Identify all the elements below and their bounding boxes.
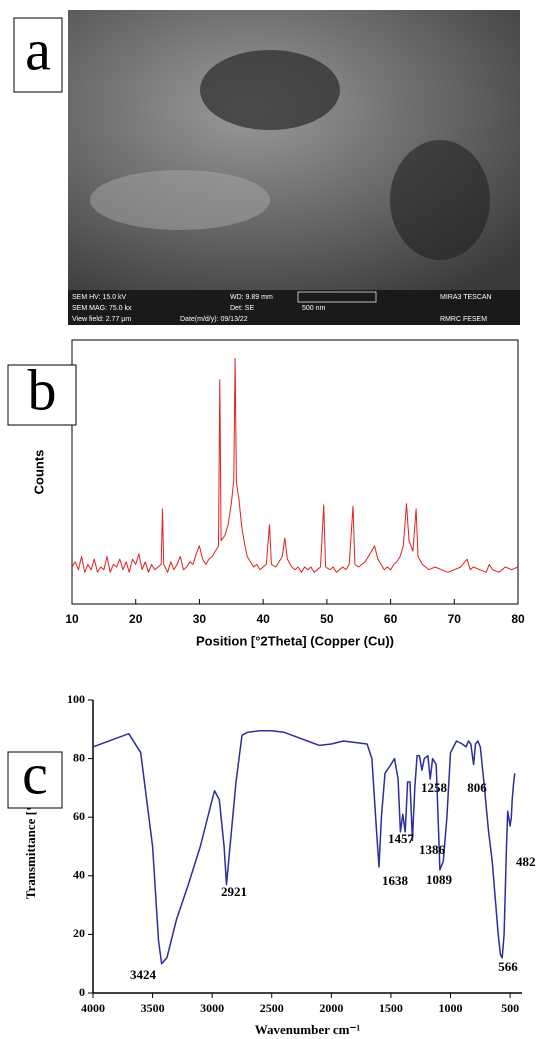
y-tick-label: 100 [67,692,85,706]
data-line [71,358,519,573]
panel-label: c [22,741,48,806]
panel-label-box [13,17,63,93]
panel-label-box [7,364,77,426]
panel-label: a [25,17,51,82]
x-tick-label: 3500 [141,1001,165,1015]
x-tick-label: 1500 [379,1001,403,1015]
x-tick-label: 60 [384,612,398,626]
x-tick-label: 20 [129,612,143,626]
panel-label-box [7,751,63,809]
peak-label: 1258 [421,780,448,795]
peak-label: 482 [516,854,536,869]
y-axis-label: Transmittance [%] [23,794,38,900]
peak-label: 1089 [426,872,453,887]
sem-info: MIRA3 TESCAN [440,294,492,301]
y-tick-label: 80 [73,750,85,764]
sem-pore [200,50,340,130]
x-tick-label: 2000 [319,1001,343,1015]
sem-info: View field: 2.77 μm [72,316,131,323]
x-tick-label: 10 [65,612,79,626]
x-tick-label: 50 [320,612,334,626]
sem-info: Date(m/d/y): 09/13/22 [180,316,248,323]
x-tick-label: 500 [501,1001,519,1015]
y-tick-label: 60 [73,809,85,823]
x-tick-label: 30 [193,612,207,626]
peak-label: 566 [498,959,518,974]
sem-info: SEM HV: 15.0 kV [72,294,127,301]
x-tick-label: 1000 [439,1001,463,1015]
scale-bar [297,291,377,303]
x-tick-label: 70 [448,612,462,626]
sem-panel: a [13,10,520,325]
y-tick-label: 0 [79,985,85,999]
plot-frame [71,339,519,605]
data-line [92,730,516,965]
peak-label: 806 [467,780,487,795]
y-tick-label: 20 [73,926,85,940]
sem-info: Det: SE [230,305,254,312]
y-tick-label: 40 [73,868,85,882]
peak-label: 1386 [419,842,446,857]
x-tick-label: 40 [256,612,270,626]
sem-info: WD: 9.89 mm [230,294,273,301]
x-tick-label: 4000 [81,1001,105,1015]
sem-pore [390,140,490,260]
sem-info: 500 nm [302,305,326,312]
x-axis-label: Position [°2Theta] (Copper (Cu)) [196,633,394,648]
x-tick-label: 3000 [200,1001,224,1015]
x-tick-label: 80 [511,612,525,626]
y-axis-label: Counts [31,450,46,495]
sem-info: RMRC FESEM [440,316,487,323]
sem-info-bar [68,290,520,325]
sem-info: SEM MAG: 75.0 kx [72,305,132,312]
x-tick-label: 2500 [260,1001,284,1015]
peak-label: 1638 [382,873,409,888]
peak-label: 3424 [130,967,157,982]
x-axis-label: Wavenumber cm⁻¹ [255,1022,361,1037]
peak-label: 2921 [221,884,247,899]
sem-flake [90,170,270,230]
panel-label: b [28,357,57,422]
peak-label: 1457 [388,831,415,846]
